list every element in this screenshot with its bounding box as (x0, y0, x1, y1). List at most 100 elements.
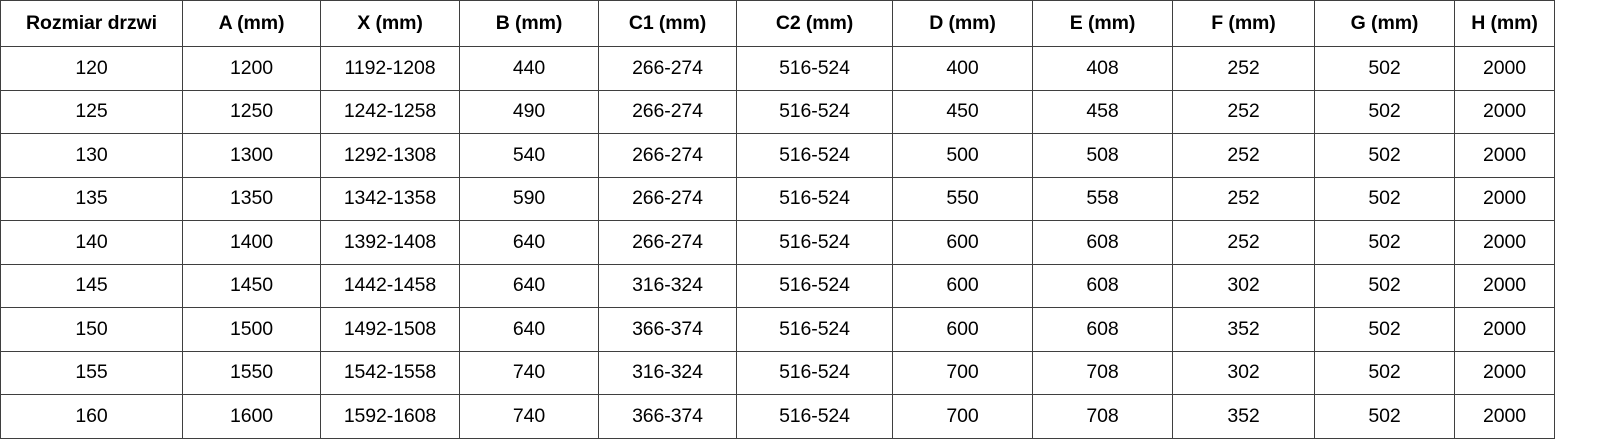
table-row: 130 1300 1292-1308 540 266-274 516-524 500 508 2… (0, 133, 1555, 178)
table-cell: 608 (1032, 307, 1173, 352)
table-cell: 266-274 (598, 220, 737, 265)
table-cell: 252 (1172, 220, 1315, 265)
table-cell: 608 (1032, 220, 1173, 265)
table-cell: 516-524 (736, 394, 893, 439)
table-cell: 740 (459, 350, 599, 395)
table-cell: 2000 (1454, 133, 1555, 178)
table-cell: 266-274 (598, 89, 737, 134)
column-header-5: C2 (mm) (736, 0, 893, 47)
column-header-10: H (mm) (1454, 0, 1555, 47)
table-cell: 2000 (1454, 263, 1555, 308)
table-cell: 502 (1314, 176, 1455, 221)
table-cell: 2000 (1454, 176, 1555, 221)
table-row: 155 1550 1542-1558 740 316-324 516-524 700 708 3… (0, 350, 1555, 395)
table-cell: 1450 (182, 263, 321, 308)
column-header-6: D (mm) (892, 0, 1033, 47)
table-row: 160 1600 1592-1608 740 366-374 516-524 700 708 3… (0, 394, 1555, 439)
table-cell: 316-324 (598, 263, 737, 308)
table-cell: 516-524 (736, 176, 893, 221)
table-cell: 150 (0, 307, 183, 352)
table-header: Rozmiar drzwi A (mm) X (mm) B (mm) C1 (mm) C2… (0, 0, 1555, 47)
table-cell: 500 (892, 133, 1033, 178)
table-header-row: Rozmiar drzwi A (mm) X (mm) B (mm) C1 (mm) C2… (0, 0, 1555, 47)
table-cell: 558 (1032, 176, 1173, 221)
table-cell: 1542-1558 (320, 350, 460, 395)
table-cell: 302 (1172, 350, 1315, 395)
table-cell: 1392-1408 (320, 220, 460, 265)
table-cell: 130 (0, 133, 183, 178)
table-cell: 408 (1032, 46, 1173, 91)
table-cell: 316-324 (598, 350, 737, 395)
table-cell: 450 (892, 89, 1033, 134)
table-cell: 708 (1032, 394, 1173, 439)
table-cell: 502 (1314, 394, 1455, 439)
table-cell: 266-274 (598, 176, 737, 221)
table-cell: 516-524 (736, 46, 893, 91)
door-size-spec-table-container: Rozmiar drzwi A (mm) X (mm) B (mm) C1 (mm) C2… (0, 0, 1555, 439)
table-cell: 502 (1314, 133, 1455, 178)
table-row: 140 1400 1392-1408 640 266-274 516-524 600 608 2… (0, 220, 1555, 265)
table-cell: 1350 (182, 176, 321, 221)
table-cell: 252 (1172, 133, 1315, 178)
table-cell: 1600 (182, 394, 321, 439)
table-cell: 266-274 (598, 133, 737, 178)
table-cell: 550 (892, 176, 1033, 221)
column-header-4: C1 (mm) (598, 0, 737, 47)
column-header-8: F (mm) (1172, 0, 1315, 47)
table-cell: 600 (892, 263, 1033, 308)
table-body: 120 1200 1192-1208 440 266-274 516-524 400 408 2… (0, 46, 1555, 439)
table-cell: 2000 (1454, 46, 1555, 91)
table-cell: 516-524 (736, 307, 893, 352)
table-cell: 502 (1314, 263, 1455, 308)
table-row: 135 1350 1342-1358 590 266-274 516-524 550 558 2… (0, 176, 1555, 221)
table-cell: 640 (459, 263, 599, 308)
table-cell: 516-524 (736, 89, 893, 134)
table-cell: 1200 (182, 46, 321, 91)
table-cell: 1242-1258 (320, 89, 460, 134)
table-cell: 700 (892, 350, 1033, 395)
table-cell: 302 (1172, 263, 1315, 308)
table-cell: 352 (1172, 307, 1315, 352)
table-cell: 458 (1032, 89, 1173, 134)
table-cell: 1592-1608 (320, 394, 460, 439)
table-cell: 1492-1508 (320, 307, 460, 352)
table-cell: 2000 (1454, 89, 1555, 134)
table-cell: 1300 (182, 133, 321, 178)
table-cell: 1400 (182, 220, 321, 265)
column-header-0: Rozmiar drzwi (0, 0, 183, 47)
table-cell: 490 (459, 89, 599, 134)
table-cell: 590 (459, 176, 599, 221)
table-row: 120 1200 1192-1208 440 266-274 516-524 400 408 2… (0, 46, 1555, 91)
column-header-3: B (mm) (459, 0, 599, 47)
table-cell: 2000 (1454, 350, 1555, 395)
table-cell: 2000 (1454, 394, 1555, 439)
table-cell: 440 (459, 46, 599, 91)
table-row: 145 1450 1442-1458 640 316-324 516-524 600 608 3… (0, 263, 1555, 308)
table-cell: 502 (1314, 350, 1455, 395)
table-cell: 140 (0, 220, 183, 265)
column-header-7: E (mm) (1032, 0, 1173, 47)
table-cell: 502 (1314, 89, 1455, 134)
table-cell: 252 (1172, 176, 1315, 221)
table-cell: 600 (892, 220, 1033, 265)
table-cell: 352 (1172, 394, 1315, 439)
table-cell: 516-524 (736, 220, 893, 265)
table-cell: 252 (1172, 89, 1315, 134)
table-cell: 1342-1358 (320, 176, 460, 221)
table-cell: 1250 (182, 89, 321, 134)
door-size-spec-table: Rozmiar drzwi A (mm) X (mm) B (mm) C1 (mm) C2… (0, 0, 1555, 439)
table-row: 150 1500 1492-1508 640 366-374 516-524 600 608 3… (0, 307, 1555, 352)
table-cell: 740 (459, 394, 599, 439)
table-cell: 1192-1208 (320, 46, 460, 91)
table-cell: 540 (459, 133, 599, 178)
table-cell: 1550 (182, 350, 321, 395)
table-cell: 266-274 (598, 46, 737, 91)
table-cell: 600 (892, 307, 1033, 352)
column-header-9: G (mm) (1314, 0, 1455, 47)
table-cell: 252 (1172, 46, 1315, 91)
table-row: 125 1250 1242-1258 490 266-274 516-524 450 458 2… (0, 89, 1555, 134)
table-cell: 1442-1458 (320, 263, 460, 308)
table-cell: 2000 (1454, 307, 1555, 352)
table-cell: 608 (1032, 263, 1173, 308)
table-cell: 2000 (1454, 220, 1555, 265)
